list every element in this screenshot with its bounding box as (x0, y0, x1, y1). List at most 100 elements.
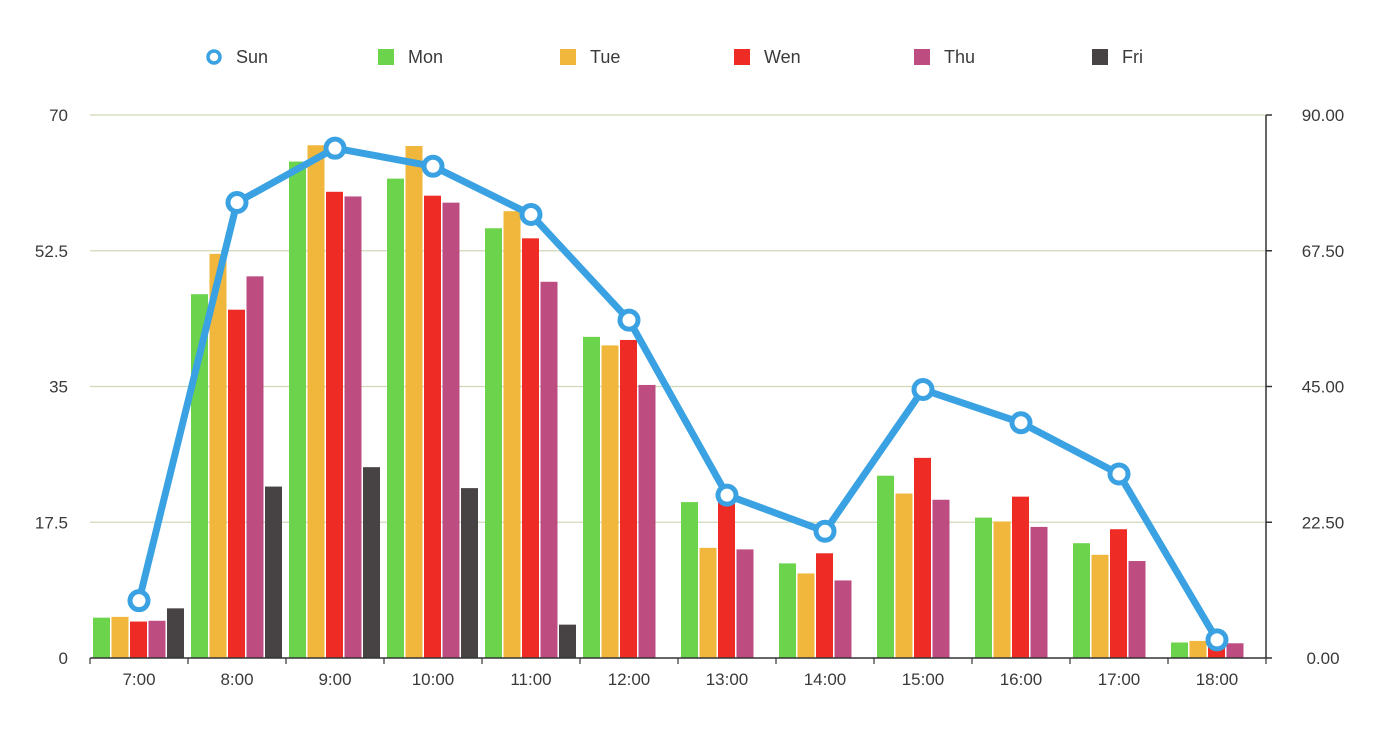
x-tick-label: 13:00 (706, 670, 749, 689)
y-right-tick-label: 90.00 (1302, 106, 1345, 125)
y-right-tick-label: 0.00 (1306, 649, 1339, 668)
y-right-tick-label: 45.00 (1302, 378, 1345, 397)
bar-tue-8-00 (209, 253, 227, 659)
bar-mon-15-00 (877, 475, 894, 658)
y-left-tick-label: 0 (59, 649, 68, 668)
right-axis-tick-labels: 0.00 22.50 45.00 67.50 90.00 (1302, 106, 1345, 668)
legend-item-thu[interactable]: Thu (914, 47, 975, 67)
bar-wen-14-00 (816, 553, 833, 658)
bar-tue-15-00 (895, 493, 913, 658)
bar-thu-18-00 (1226, 643, 1244, 658)
x-tick-label: 12:00 (608, 670, 651, 689)
bar-thu-13-00 (736, 549, 754, 658)
bar-fri-10-00 (461, 488, 478, 658)
y-left-tick-label: 35 (49, 378, 68, 397)
point-sun-18-00 (1205, 628, 1229, 652)
bar-wen-12-00 (620, 339, 637, 658)
bar-wen-9-00 (326, 191, 343, 658)
bar-mon-13-00 (681, 502, 698, 658)
x-tick-label: 18:00 (1196, 670, 1239, 689)
chart-line-series (127, 136, 1229, 652)
point-sun-7-00 (127, 589, 151, 613)
bar-wen-17-00 (1110, 529, 1127, 658)
bar-wen-10-00 (424, 195, 441, 658)
x-tick-label: 8:00 (220, 670, 253, 689)
bar-thu-12-00 (638, 384, 656, 658)
bar-fri-8-00 (265, 486, 282, 658)
legend-swatch-wen (734, 49, 750, 65)
bar-fri-7-00 (167, 608, 184, 658)
point-sun-11-00 (519, 203, 543, 227)
legend-item-sun[interactable]: Sun (206, 47, 268, 67)
bar-tue-18-00 (1189, 640, 1207, 658)
legend-swatch-fri (1092, 49, 1108, 65)
bar-thu-7-00 (148, 620, 166, 658)
bar-wen-7-00 (130, 621, 147, 658)
x-tick-label: 17:00 (1098, 670, 1141, 689)
bar-thu-10-00 (442, 202, 460, 659)
point-sun-10-00 (421, 154, 445, 178)
y-left-tick-label: 17.5 (35, 513, 68, 532)
bar-wen-13-00 (718, 502, 735, 658)
x-tick-label: 9:00 (318, 670, 351, 689)
bar-fri-11-00 (559, 624, 576, 658)
point-sun-15-00 (911, 378, 935, 402)
point-sun-13-00 (715, 483, 739, 507)
x-tick-label: 11:00 (510, 670, 551, 689)
point-sun-16-00 (1009, 411, 1033, 435)
y-left-tick-label: 52.5 (35, 242, 68, 261)
bar-mon-17-00 (1073, 543, 1090, 658)
legend-label-wen: Wen (764, 47, 801, 67)
legend-label-thu: Thu (944, 47, 975, 67)
bar-thu-9-00 (344, 196, 362, 658)
bar-thu-17-00 (1128, 561, 1146, 658)
y-left-tick-label: 70 (49, 106, 68, 125)
legend-label-sun: Sun (236, 47, 268, 67)
chart-axes (89, 114, 1272, 664)
bar-mon-16-00 (975, 517, 992, 658)
point-sun-12-00 (617, 308, 641, 332)
point-sun-14-00 (813, 519, 837, 543)
bar-mon-10-00 (387, 178, 404, 658)
x-tick-label: 14:00 (804, 670, 847, 689)
bar-wen-11-00 (522, 238, 539, 659)
left-axis-tick-labels: 0 17.5 35 52.5 70 (35, 106, 68, 668)
bar-mon-14-00 (779, 563, 796, 658)
x-tick-label: 10:00 (412, 670, 455, 689)
bar-thu-8-00 (246, 276, 264, 658)
legend-item-fri[interactable]: Fri (1092, 47, 1143, 67)
bar-wen-8-00 (228, 309, 245, 658)
chart-legend: Sun Mon Tue Wen Thu Fri (206, 47, 1143, 67)
bar-tue-14-00 (797, 573, 815, 658)
bar-thu-16-00 (1030, 526, 1048, 658)
x-tick-label: 16:00 (1000, 670, 1043, 689)
x-axis-tick-labels: 7:00 8:00 9:00 10:00 11:00 12:00 13:00 14:00 15:… (122, 670, 1238, 689)
legend-item-mon[interactable]: Mon (378, 47, 443, 67)
point-sun-17-00 (1107, 462, 1131, 486)
legend-item-wen[interactable]: Wen (734, 47, 801, 67)
bar-mon-7-00 (93, 617, 110, 658)
bar-wen-15-00 (914, 457, 931, 658)
bar-tue-7-00 (111, 616, 129, 658)
legend-marker-sun (206, 49, 222, 65)
chart-gridlines (90, 114, 1266, 523)
bar-tue-9-00 (307, 145, 325, 658)
legend-label-mon: Mon (408, 47, 443, 67)
bar-fri-9-00 (363, 467, 380, 658)
bar-mon-12-00 (583, 336, 600, 658)
legend-swatch-mon (378, 49, 394, 65)
bar-tue-12-00 (601, 345, 619, 658)
legend-label-fri: Fri (1122, 47, 1143, 67)
bar-tue-11-00 (503, 211, 521, 658)
legend-swatch-thu (914, 49, 930, 65)
point-sun-8-00 (225, 190, 249, 214)
y-right-tick-label: 67.50 (1302, 242, 1345, 261)
legend-item-tue[interactable]: Tue (560, 47, 620, 67)
bar-tue-13-00 (699, 547, 717, 658)
bar-mon-18-00 (1171, 642, 1188, 658)
bar-tue-16-00 (993, 521, 1011, 658)
bar-tue-17-00 (1091, 554, 1109, 658)
bar-mon-11-00 (485, 228, 502, 659)
legend-label-tue: Tue (590, 47, 620, 67)
